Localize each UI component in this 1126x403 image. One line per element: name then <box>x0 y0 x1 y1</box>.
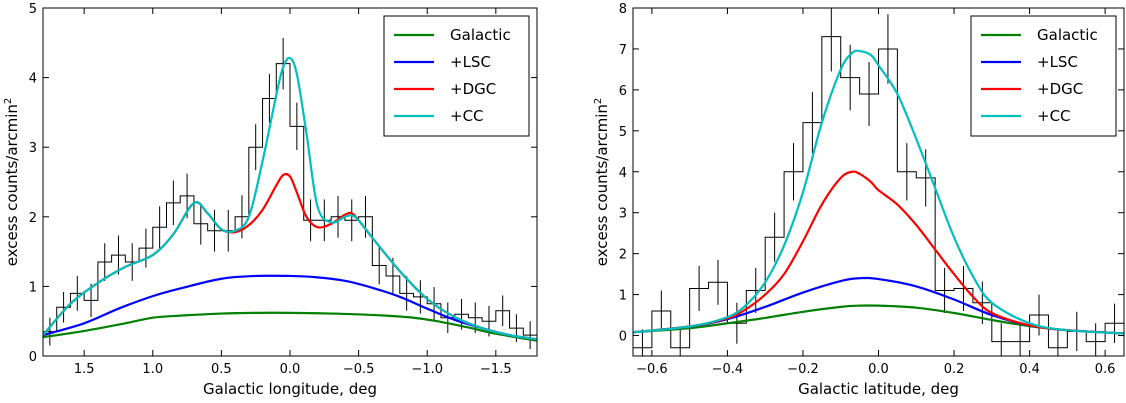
panel-2-y-tick-label: 7 <box>619 43 627 58</box>
panel-1-series-line-2 <box>43 274 537 341</box>
panel-2-legend-label: +LSC <box>1037 53 1078 71</box>
panel-2-y-axis-label-superscript: 2 <box>593 98 604 104</box>
panel-1-y-axis-label-superscript: 2 <box>3 98 14 104</box>
panel-2-y-tick-label: 6 <box>619 84 627 99</box>
panel-2-x-tick-label: 0.6 <box>1095 362 1116 377</box>
panel-2-legend-label: +DGC <box>1037 80 1083 98</box>
panel-2-y-tick-label: 3 <box>619 207 627 222</box>
panel-1-x-tick-label: 1.0 <box>142 362 163 377</box>
panel-1-y-tick-label: 0 <box>29 350 37 365</box>
panel-1-x-tick-label: −1.5 <box>480 362 512 377</box>
panel-1-y-tick-label: 1 <box>29 280 37 295</box>
panel-2-x-tick-label: 0.4 <box>1019 362 1040 377</box>
panel-1-x-tick-label: −1.0 <box>411 362 443 377</box>
panel-1-y-tick-label: 5 <box>29 2 37 17</box>
panel-1-legend-label: Galactic <box>450 26 511 44</box>
panel-2-y-tick-label: 5 <box>619 125 627 140</box>
panel-2-y-axis-label: excess counts/arcmin2 <box>593 98 611 267</box>
panel-1: 1.5 1.0 0.5 0.0 −0.5 −1.0 −1.5 0 1 2 3 4 5 Galactic l… <box>3 2 538 398</box>
panel-1-y-axis-label-text: excess counts/arcmin <box>3 104 21 266</box>
panel-2-legend-label: +CC <box>1037 107 1071 125</box>
panel-1-legend-label: +CC <box>450 107 484 125</box>
panel-2-x-tick-label: 0.0 <box>868 362 889 377</box>
panel-2-x-tick-label: −0.6 <box>636 362 668 377</box>
panel-1-y-tick-label: 4 <box>29 72 37 87</box>
panel-1-legend: Galactic +LSC +DGC +CC <box>383 15 530 137</box>
panel-2-x-tick-label: −0.4 <box>712 362 744 377</box>
panel-2-y-axis-label-text: excess counts/arcmin <box>593 104 611 266</box>
panel-2-histogram <box>633 36 1124 349</box>
panel-2-legend-label: Galactic <box>1037 26 1098 44</box>
panel-2: −0.6 −0.4 −0.2 0.0 0.2 0.4 0.6 0 1 2 3 4 5 6 7 8 Galacti… <box>593 2 1125 398</box>
panel-1-y-tick-label: 3 <box>29 141 37 156</box>
panel-2-series-line-3 <box>633 170 1124 335</box>
panel-1-x-tick-label: 1.5 <box>74 362 95 377</box>
panel-1-x-axis-label: Galactic longitude, deg <box>203 380 377 398</box>
panel-2-y-tick-label: 1 <box>619 289 627 304</box>
panel-1-plot-area <box>43 37 537 350</box>
panel-2-series-line-4 <box>633 49 1124 335</box>
panel-2-plot-area <box>633 8 1124 356</box>
panel-1-series-line-4 <box>43 56 537 341</box>
panel-2-x-tick-label: 0.2 <box>944 362 965 377</box>
panel-1-y-axis-label: excess counts/arcmin2 <box>3 98 21 267</box>
panel-1-x-tick-label: −0.5 <box>343 362 375 377</box>
panel-1-x-tick-label: 0.0 <box>280 362 301 377</box>
panel-1-x-tick-label: 0.5 <box>211 362 232 377</box>
panel-1-legend-label: +LSC <box>450 53 491 71</box>
panel-2-x-axis-label: Galactic latitude, deg <box>798 380 959 398</box>
panel-2-legend: Galactic +LSC +DGC +CC <box>970 15 1117 137</box>
panel-1-legend-label: +DGC <box>450 80 496 98</box>
panel-2-y-tick-label: 8 <box>619 2 627 17</box>
panel-2-y-tick-label: 2 <box>619 248 627 263</box>
panel-1-series-line-1 <box>43 311 537 342</box>
panel-2-y-tick-label: 4 <box>619 166 627 181</box>
panel-2-y-tick-label: 0 <box>619 330 627 345</box>
panel-1-y-tick-label: 2 <box>29 211 37 226</box>
panel-2-x-tick-label: −0.2 <box>787 362 819 377</box>
